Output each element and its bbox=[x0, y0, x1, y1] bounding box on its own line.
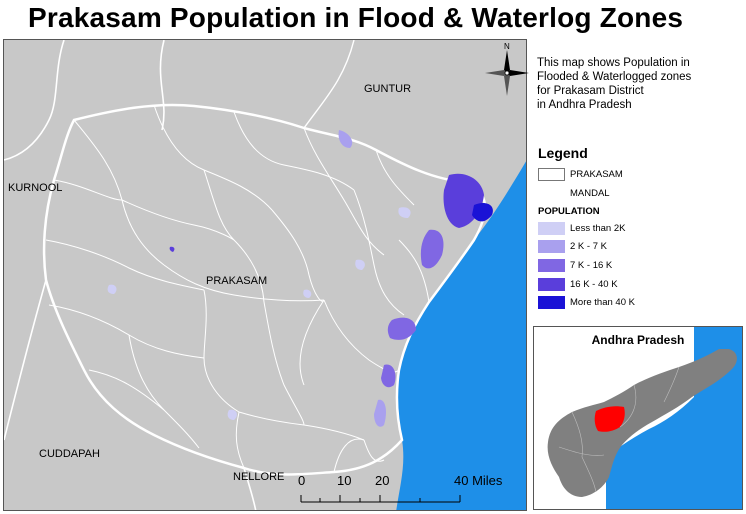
north-arrow: N bbox=[485, 42, 529, 98]
flood-patches bbox=[107, 130, 493, 427]
map-title: Prakasam Population in Flood & Waterlog … bbox=[28, 2, 684, 33]
neighbour-boundary-southwest bbox=[4, 279, 47, 441]
scale-label-20: 20 bbox=[375, 473, 390, 488]
legend-population-heading: POPULATION bbox=[538, 206, 600, 217]
legend-label: 7 K - 16 K bbox=[570, 259, 613, 271]
place-label-nellore: NELLORE bbox=[233, 471, 285, 483]
description-line: This map shows Population in bbox=[537, 57, 690, 69]
map-description: This map shows Population in Flooded & W… bbox=[537, 56, 742, 112]
legend-item-mandal: MANDAL bbox=[538, 186, 610, 200]
place-label-kurnool: KURNOOL bbox=[8, 182, 63, 194]
map-frame[interactable]: GUNTUR KURNOOL PRAKASAM CUDDAPAH NELLORE… bbox=[3, 39, 527, 511]
scale-label-40-miles: 40 Miles bbox=[454, 473, 503, 488]
patch-16k-40k bbox=[169, 246, 175, 252]
legend-item-16k-40k: 16 K - 40 K bbox=[538, 277, 618, 291]
inset-district-lines bbox=[558, 366, 680, 493]
neighbour-boundary-west bbox=[4, 40, 65, 161]
inset-canvas bbox=[547, 327, 742, 509]
legend-swatch bbox=[538, 295, 565, 309]
map-canvas bbox=[4, 40, 526, 510]
legend-item-less-than-2k: Less than 2K bbox=[538, 221, 625, 235]
legend-label: 2 K - 7 K bbox=[570, 240, 607, 252]
legend-swatch-district bbox=[538, 167, 565, 181]
patch-2k-7k bbox=[374, 399, 386, 427]
legend-label: MANDAL bbox=[570, 187, 610, 199]
compass-icon bbox=[485, 50, 529, 96]
patch-less-2k bbox=[227, 409, 237, 420]
inset-sea bbox=[606, 349, 742, 509]
place-label-guntur: GUNTUR bbox=[364, 83, 412, 95]
place-label-cuddapah: CUDDAPAH bbox=[39, 448, 100, 460]
inset-map[interactable]: Andhra Pradesh bbox=[533, 326, 743, 510]
sea-area bbox=[396, 161, 526, 510]
neighbour-boundary-northeast bbox=[303, 40, 355, 129]
description-line: Flooded & Waterlogged zones bbox=[537, 71, 692, 83]
legend-item-7k-16k: 7 K - 16 K bbox=[538, 258, 612, 272]
north-label: N bbox=[504, 42, 510, 51]
inset-title: Andhra Pradesh bbox=[591, 333, 685, 347]
legend-swatch bbox=[538, 277, 565, 291]
description-line: for Prakasam District bbox=[537, 85, 644, 97]
patch-2k-7k bbox=[338, 130, 353, 148]
mandal-boundaries bbox=[45, 104, 430, 473]
legend-swatch bbox=[538, 221, 565, 235]
neighbour-boundary-south bbox=[243, 467, 257, 510]
patch-less-2k bbox=[107, 284, 117, 294]
scale-bar bbox=[300, 495, 461, 503]
legend-title: Legend bbox=[538, 145, 588, 161]
scale-label-0: 0 bbox=[298, 473, 306, 488]
inset-prakasam-highlight bbox=[594, 406, 625, 432]
patch-over-40k bbox=[472, 203, 493, 222]
legend-label: Less than 2K bbox=[570, 222, 626, 234]
legend-swatch bbox=[538, 239, 565, 253]
patch-less-2k bbox=[398, 207, 411, 218]
patch-7k-16k bbox=[381, 364, 396, 388]
place-label-prakasam: PRAKASAM bbox=[206, 275, 268, 287]
legend-swatch bbox=[538, 258, 565, 272]
legend-item-over-40k: More than 40 K bbox=[538, 295, 635, 309]
patch-less-2k bbox=[355, 259, 365, 270]
legend-label: 16 K - 40 K bbox=[570, 278, 618, 290]
patch-less-2k bbox=[303, 289, 312, 298]
neighbour-boundary-north bbox=[159, 40, 165, 131]
legend-item-2k-7k: 2 K - 7 K bbox=[538, 239, 607, 253]
patch-7k-16k bbox=[420, 229, 444, 269]
legend-item-prakasam: PRAKASAM bbox=[538, 167, 623, 181]
legend-label: PRAKASAM bbox=[570, 168, 623, 180]
legend-swatch-mandal bbox=[538, 186, 565, 200]
scale-label-10: 10 bbox=[337, 473, 352, 488]
patch-7k-16k bbox=[387, 317, 416, 340]
legend-label: More than 40 K bbox=[570, 296, 635, 308]
inset-state-shape bbox=[547, 349, 737, 497]
district-boundary bbox=[42, 103, 487, 476]
description-line: in Andhra Pradesh bbox=[537, 99, 632, 111]
